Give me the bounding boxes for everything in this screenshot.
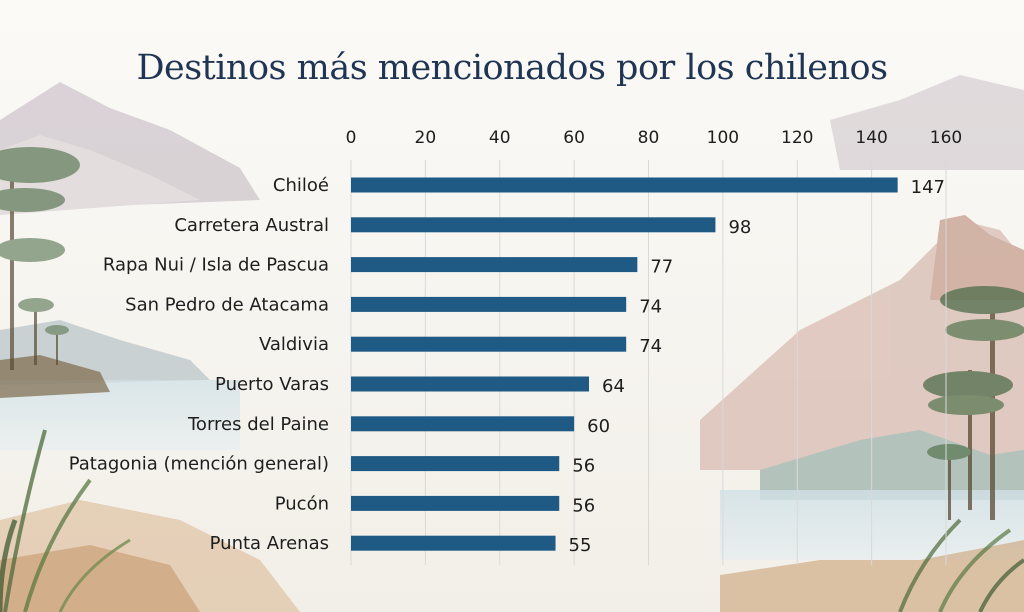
bar (351, 535, 556, 551)
left-ferns (0, 429, 131, 612)
x-tick-label: 40 (489, 128, 511, 148)
x-tick-label: 160 (930, 128, 962, 148)
value-label: 147 (911, 177, 945, 198)
category-label: Valdivia (259, 334, 329, 355)
category-label: Patagonia (mención general) (69, 454, 329, 475)
right-araucaria-trees (923, 286, 1024, 520)
bar (351, 416, 575, 432)
value-label: 56 (572, 495, 595, 516)
bar (351, 456, 560, 472)
value-label: 60 (587, 416, 610, 437)
bar (351, 376, 589, 392)
bar (351, 495, 560, 511)
bar (351, 217, 716, 233)
x-tick-label: 120 (781, 128, 813, 148)
value-label: 77 (650, 257, 673, 278)
category-label: San Pedro de Atacama (125, 294, 329, 315)
x-tick-label: 140 (855, 128, 887, 148)
x-tick-label: 20 (415, 128, 437, 148)
left-araucaria-trees (0, 147, 80, 370)
x-tick-label: 80 (638, 128, 660, 148)
value-label: 55 (569, 535, 592, 556)
x-tick-label: 60 (563, 128, 585, 148)
category-label: Pucón (275, 493, 329, 514)
right-ferns (898, 518, 1024, 612)
bar (351, 257, 638, 273)
value-label: 56 (572, 456, 595, 477)
bar (351, 177, 898, 193)
value-label: 74 (639, 336, 662, 357)
category-label: Chiloé (273, 175, 329, 196)
bar (351, 336, 627, 352)
category-label: Rapa Nui / Isla de Pascua (103, 255, 329, 276)
bar (351, 296, 627, 312)
category-label: Punta Arenas (210, 533, 329, 554)
category-label: Torres del Paine (187, 414, 329, 435)
category-label: Carretera Austral (174, 215, 329, 236)
category-label: Puerto Varas (215, 374, 329, 395)
value-label: 98 (728, 217, 751, 238)
chart-title: Destinos más mencionados por los chileno… (136, 48, 888, 88)
x-tick-label: 100 (707, 128, 739, 148)
x-tick-label: 0 (346, 128, 357, 148)
value-label: 64 (602, 376, 625, 397)
value-label: 74 (639, 296, 662, 317)
